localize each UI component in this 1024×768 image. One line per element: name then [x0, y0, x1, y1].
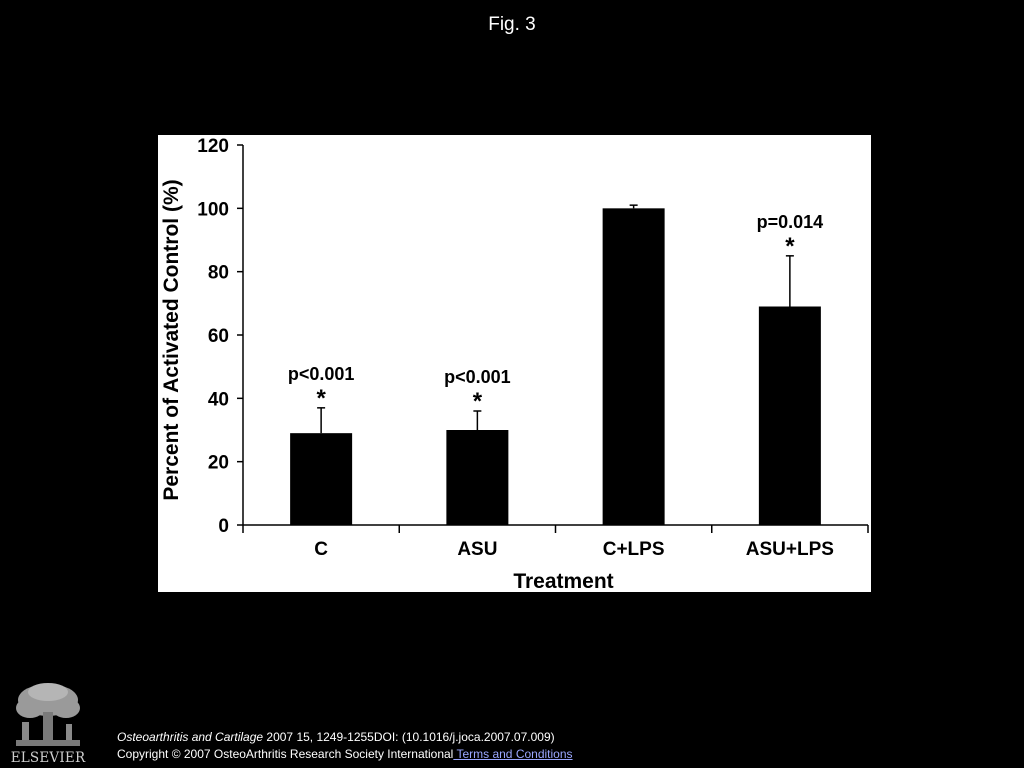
terms-and-conditions-link[interactable]: Terms and Conditions: [453, 747, 573, 761]
p-value-label: p<0.001: [444, 367, 511, 387]
p-value-label: p=0.014: [757, 212, 824, 232]
y-tick-label: 60: [208, 326, 229, 347]
citation-line: Osteoarthritis and Cartilage 2007 15, 12…: [117, 729, 573, 746]
x-tick-label: ASU+LPS: [746, 539, 834, 560]
significance-marker: *: [473, 388, 483, 415]
logo-wordmark: ELSEVIER: [11, 750, 86, 766]
y-tick-label: 0: [218, 516, 229, 537]
journal-name: Osteoarthritis and Cartilage: [117, 730, 264, 744]
bar-c-lps: [602, 208, 665, 525]
y-tick-label: 80: [208, 263, 229, 284]
bar-asu-lps: [758, 306, 821, 525]
significance-marker: *: [785, 233, 795, 260]
significance-marker: *: [316, 385, 326, 412]
chart-bars: [290, 204, 821, 525]
y-tick-label: 20: [208, 453, 229, 474]
footer: Osteoarthritis and Cartilage 2007 15, 12…: [117, 729, 573, 763]
p-value-label: p<0.001: [288, 364, 355, 384]
y-tick-label: 40: [208, 389, 229, 410]
elsevier-logo: ELSEVIER: [11, 683, 86, 766]
tree-icon: [16, 683, 80, 746]
citation-details: 2007 15, 1249-1255DOI: (10.1016/j.joca.2…: [263, 730, 555, 744]
chart-labels: C ASU C+LPS ASU+LPS*p<0.001*p<0.001*p=0.014…: [160, 179, 834, 592]
x-axis-title: Treatment: [513, 570, 613, 592]
bar-c: [290, 433, 353, 525]
copyright-text: Copyright © 2007 OsteoArthritis Research…: [117, 747, 454, 761]
y-tick-label: 120: [197, 136, 229, 157]
bar-asu: [446, 430, 509, 525]
x-tick-label: C: [314, 539, 328, 560]
x-tick-label: ASU: [457, 539, 497, 560]
figure-panel: 0 20 40 60 80 100 120 C ASU C+LPS ASU+LPS * p<0.001…: [158, 135, 871, 592]
slide-title: Fig. 3: [488, 14, 536, 35]
y-tick-label: 100: [197, 199, 229, 220]
copyright-line: Copyright © 2007 OsteoArthritis Research…: [117, 746, 573, 763]
y-axis-title: Percent of Activated Control (%): [160, 179, 183, 500]
x-tick-label: C+LPS: [603, 539, 665, 560]
